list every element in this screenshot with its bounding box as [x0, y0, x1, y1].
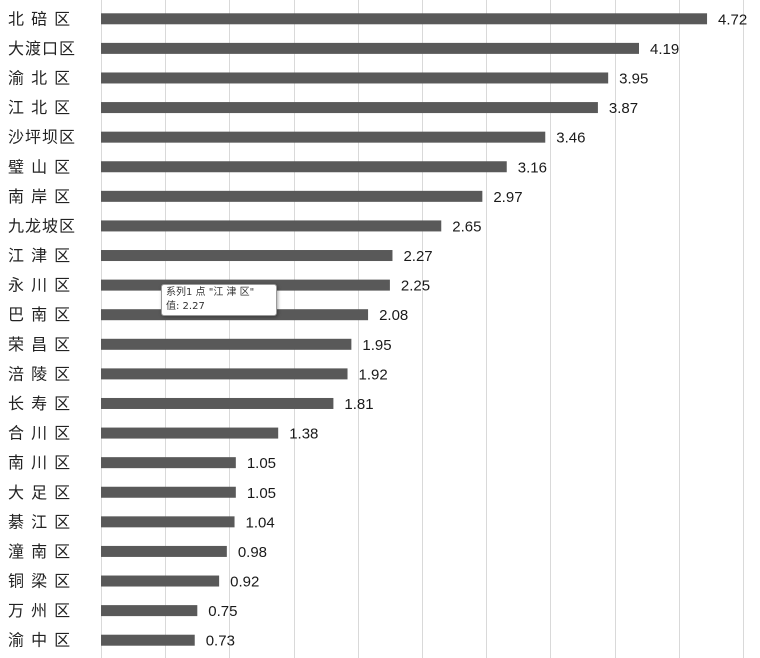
bar: [101, 13, 708, 25]
value-label: 1.92: [359, 366, 388, 383]
category-label: 渝 北 区: [8, 68, 71, 87]
bar: [101, 42, 639, 54]
category-label: 江 津 区: [8, 246, 71, 265]
category-label: 江 北 区: [8, 98, 71, 117]
category-label: 永 川 区: [8, 276, 71, 295]
category-label: 大 足 区: [8, 483, 71, 502]
data-tooltip: 系列1 点 "江 津 区" 值: 2.27: [161, 284, 277, 316]
value-label: 2.25: [401, 278, 430, 295]
category-label: 万 州 区: [8, 601, 71, 620]
value-label: 3.46: [556, 130, 585, 147]
bar: [101, 634, 195, 646]
category-label: 南 川 区: [8, 453, 71, 472]
category-label: 北 碚 区: [8, 9, 71, 28]
category-label: 璧 山 区: [8, 157, 71, 176]
value-label: 1.95: [362, 337, 391, 354]
category-label: 潼 南 区: [8, 542, 71, 561]
category-label: 长 寿 区: [8, 394, 71, 413]
bar: [101, 427, 279, 439]
value-label: 2.08: [379, 307, 408, 324]
bar: [101, 605, 198, 617]
bar: [101, 72, 609, 84]
value-label: 1.81: [344, 396, 373, 413]
tooltip-value-line: 值: 2.27: [166, 301, 205, 312]
tooltip-series-line: 系列1 点 "江 津 区": [166, 287, 255, 298]
value-label: 1.04: [246, 514, 275, 531]
bar: [101, 338, 352, 350]
bar: [101, 457, 236, 469]
bar: [101, 102, 598, 114]
bar: [101, 516, 235, 528]
bar: [101, 161, 507, 173]
category-label: 九龙坡区: [8, 216, 76, 235]
category-label: 綦 江 区: [8, 512, 71, 531]
value-label: 1.05: [247, 455, 276, 472]
bar: [101, 131, 546, 143]
grid-lines: [101, 0, 744, 658]
value-label: 3.16: [518, 159, 547, 176]
value-label: 0.73: [206, 633, 235, 650]
value-label: 3.87: [609, 100, 638, 117]
value-label: 2.97: [493, 189, 522, 206]
bar: [101, 250, 393, 262]
bar: [101, 190, 483, 202]
value-label: 4.72: [718, 11, 747, 28]
category-label: 渝 中 区: [8, 631, 71, 650]
bar: [101, 486, 236, 498]
category-label: 铜 梁 区: [8, 572, 71, 591]
value-label: 0.98: [238, 544, 267, 561]
value-label: 3.95: [619, 70, 648, 87]
bar: [101, 220, 442, 232]
bar: [101, 545, 227, 557]
bars: [101, 13, 708, 646]
category-label: 涪 陵 区: [8, 364, 71, 383]
value-label: 4.19: [650, 41, 679, 58]
value-label: 1.05: [247, 485, 276, 502]
category-label: 合 川 区: [8, 424, 71, 443]
bar: [101, 575, 220, 587]
value-label: 2.65: [452, 218, 481, 235]
value-label: 0.75: [208, 603, 237, 620]
value-label: 0.92: [230, 574, 259, 591]
value-label: 1.38: [289, 426, 318, 443]
value-labels: 4.72 4.193.95 3.87 3.46 3.16 2.97 2.65 2.27 2.25…: [206, 11, 748, 649]
category-label: 荣 昌 区: [8, 335, 71, 354]
category-label: 巴 南 区: [8, 305, 71, 324]
category-label: 大渡口区: [8, 39, 76, 58]
value-label: 2.27: [403, 248, 432, 265]
bar: [101, 397, 334, 409]
bar: [101, 368, 348, 380]
category-label: 沙坪坝区: [8, 128, 76, 147]
category-label: 南 岸 区: [8, 187, 71, 206]
